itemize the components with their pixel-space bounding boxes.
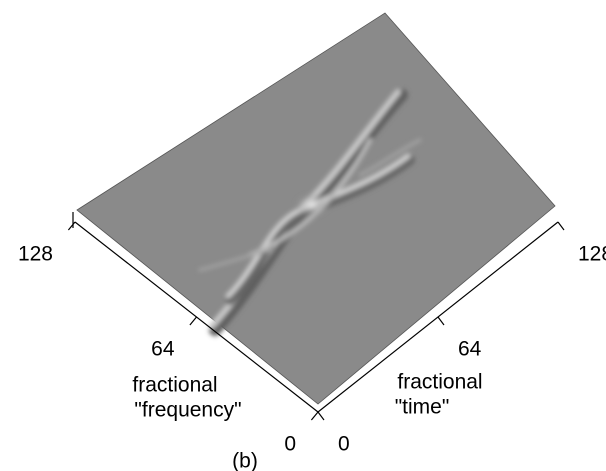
y-tick (310, 411, 319, 421)
y-tick-label: 64 (151, 338, 175, 361)
surface-ridges (198, 89, 422, 336)
x-tick-label: 64 (458, 338, 482, 361)
caption: (b) (232, 450, 258, 471)
x-tick (317, 411, 325, 421)
y-tick (189, 316, 197, 326)
x-tick (557, 221, 565, 231)
y-axis-label: "frequency" (134, 399, 241, 422)
y-tick-label: 0 (284, 433, 296, 456)
x-axis-label: "time" (395, 396, 450, 419)
y-axis-label: fractional (132, 374, 217, 397)
y-tick (67, 221, 76, 231)
x-tick-label: 128 (578, 243, 606, 266)
x-tick-label: 0 (338, 433, 350, 456)
x-axis-label: fractional (397, 371, 482, 394)
y-tick-label: 128 (18, 243, 53, 266)
x-tick (437, 316, 445, 326)
